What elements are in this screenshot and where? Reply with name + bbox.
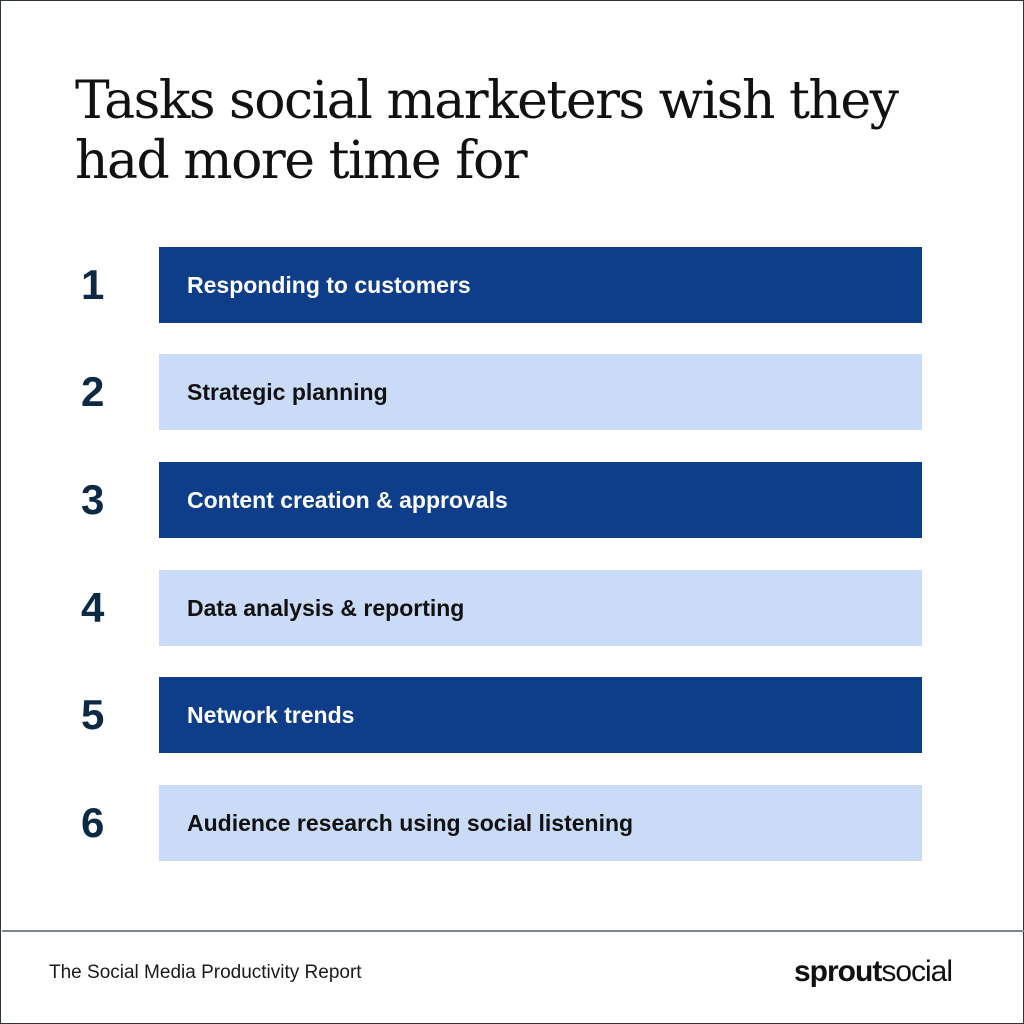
rank-number: 3 (81, 476, 105, 523)
rank-number: 4 (81, 584, 105, 631)
rank-number: 1 (81, 261, 105, 308)
rank-number: 6 (81, 799, 105, 846)
task-bar: Responding to customers (159, 247, 922, 323)
task-bar: Data analysis & reporting (159, 570, 922, 646)
task-bar: Strategic planning (159, 354, 922, 430)
task-bar: Content creation & approvals (159, 462, 922, 538)
report-name: The Social Media Productivity Report (49, 962, 362, 983)
page-title: Tasks social marketers wish they had mor… (75, 71, 899, 191)
rank-number: 5 (81, 691, 105, 738)
task-bar: Network trends (159, 677, 922, 753)
logo-bold-part: sprout (794, 955, 882, 988)
footer-divider (2, 930, 1024, 932)
list-item: 4 Data analysis & reporting (1, 570, 1024, 646)
rank-number: 2 (81, 368, 105, 415)
list-item: 3 Content creation & approvals (1, 462, 1024, 538)
list-item: 5 Network trends (1, 677, 1024, 753)
list-item: 1 Responding to customers (1, 247, 1024, 323)
list-item: 2 Strategic planning (1, 354, 1024, 430)
sprout-social-logo: sproutsocial (794, 955, 953, 989)
list-item: 6 Audience research using social listeni… (1, 785, 1024, 861)
logo-light-part: social (881, 955, 953, 988)
task-bar: Audience research using social listening (159, 785, 922, 861)
